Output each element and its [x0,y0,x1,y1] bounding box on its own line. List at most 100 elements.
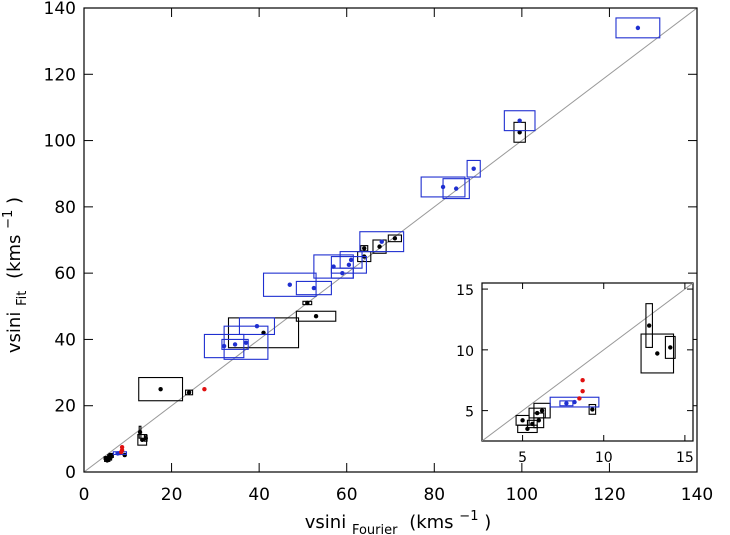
inset-identity-line [482,283,693,441]
main-point [158,386,163,392]
main-error-box [221,338,249,350]
main-ytick-label: 20 [54,397,76,417]
inset-error-box [549,396,600,408]
x-axis-label: vsini Fourier (kms −1 ) [305,504,491,535]
main-error-box [339,251,363,269]
main-error-box [442,178,470,200]
main-ytick-label: 60 [54,264,76,284]
inset-point [655,351,660,356]
main-error-box [615,17,661,39]
main-point [305,300,310,306]
main-point [115,451,120,456]
inset-ytick-label: 10 [456,344,474,360]
main-error-box [360,245,369,252]
main-point [517,130,522,135]
inset-ytick-label: 15 [456,283,474,299]
inset-error-box [559,400,574,407]
inset-ytick-label: 5 [465,405,474,421]
inset-error-box [533,412,545,429]
axis-labels: vsini Fourier (kms −1 ) vsini Fit (kms −… [0,197,491,535]
inset-xtick-label: 5 [518,450,527,466]
main-xtick-label: 140 [681,485,713,505]
main-xtick-label: 0 [79,485,90,505]
inset-point [577,396,582,401]
main-xtick-label: 40 [248,485,270,505]
main-point [331,264,336,269]
main-ytick-label: 140 [44,0,76,19]
inset-error-box [664,335,676,359]
main-xtick-label: 120 [593,485,625,505]
main-ytick-label: 100 [44,132,76,152]
main-data [103,17,661,463]
main-error-box [262,272,317,297]
main-point [232,342,238,347]
inset-point [520,418,525,423]
main-error-box [295,280,332,296]
main-point [346,262,352,268]
main-point [202,386,207,392]
main-error-box [503,110,536,132]
main-point [517,118,522,123]
inset-point [668,345,673,350]
main-point [471,166,476,171]
inset-xtick-label: 10 [595,450,613,466]
main-point [243,340,249,345]
main-point [348,257,354,263]
main-error-box [372,239,387,254]
inset-error-box [645,303,653,348]
main-point [362,246,367,251]
main-point [377,244,382,249]
inset-point [580,378,585,383]
y-axis-label: vsini Fit (kms −1 ) [0,197,31,353]
inset-data [515,165,727,434]
main-error-box [185,389,194,396]
main-point [287,282,292,287]
inset-point [564,401,569,406]
main-point [379,239,384,244]
main-point [140,437,145,443]
inset-point [723,165,727,169]
inset-error-box [526,419,538,429]
main-xtick-label: 20 [161,485,183,505]
inset-xtick-label: 15 [676,450,694,466]
main-point [340,270,345,276]
main-point [311,285,317,291]
inset-point [580,388,585,394]
inset-point [646,323,652,328]
main-error-box [223,325,269,360]
main-ytick-label: 120 [44,65,76,85]
main-point [453,186,459,191]
main-point [261,330,266,335]
main-error-box [359,231,405,253]
main-point [137,430,143,435]
inset-point [590,407,595,412]
main-point [108,453,114,458]
main-point [254,323,260,329]
main-point [186,390,192,395]
inset-point [539,408,545,413]
inset-error-box [588,403,597,415]
inset-plot: 5 10 15 5 10 15 [456,165,727,466]
main-xtick-label: 60 [336,485,358,505]
main-error-box [466,159,481,178]
main-error-box [330,256,367,274]
main-point [313,314,319,319]
main-error-box [295,310,337,322]
main-xtick-label: 80 [423,485,445,505]
main-point [635,25,641,31]
inset-error-box [533,402,551,419]
main-ytick-label: 80 [54,198,76,218]
main-error-box [238,317,276,336]
main-xtick-label: 100 [506,485,538,505]
main-ytick-label: 40 [54,330,76,350]
main-ytick-label: 0 [65,463,76,483]
main-point [143,435,148,441]
inset-point [536,418,542,423]
main-error-box [138,376,184,402]
main-plot: 0 20 40 60 80 100 120 140 0 20 40 60 80 100 120 140 [44,0,714,505]
main-point [392,236,398,241]
main-error-box [387,234,402,243]
inset-error-box [640,333,675,374]
main-point [119,449,124,455]
